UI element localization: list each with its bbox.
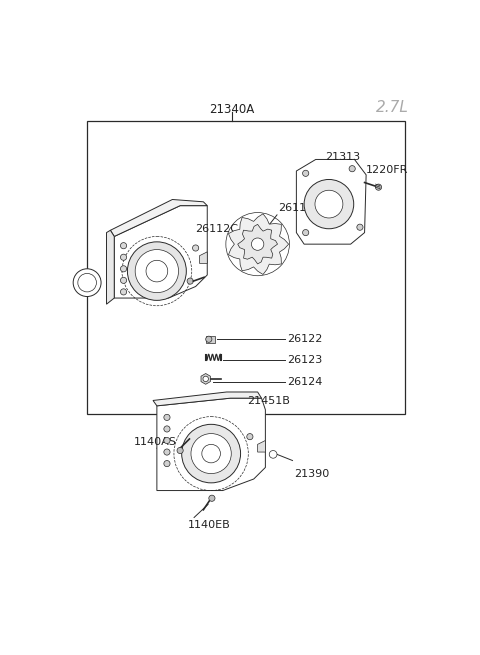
Circle shape (349, 166, 355, 172)
Circle shape (78, 273, 96, 292)
Polygon shape (200, 252, 207, 263)
Polygon shape (114, 206, 207, 298)
Text: 1220FR: 1220FR (366, 165, 408, 175)
Circle shape (315, 190, 343, 218)
Circle shape (304, 179, 354, 229)
Circle shape (120, 254, 127, 260)
Circle shape (269, 451, 277, 458)
Circle shape (127, 242, 186, 301)
Text: 21313: 21313 (325, 152, 360, 162)
Circle shape (203, 376, 208, 382)
Circle shape (164, 415, 170, 421)
Circle shape (302, 229, 309, 236)
Text: 2.7L: 2.7L (376, 100, 409, 115)
Text: 26124: 26124 (287, 377, 323, 387)
Circle shape (181, 424, 240, 483)
Circle shape (191, 434, 231, 474)
Bar (206, 336, 215, 343)
Circle shape (164, 438, 170, 443)
Circle shape (120, 277, 127, 284)
Circle shape (177, 447, 183, 454)
Circle shape (375, 184, 382, 190)
Polygon shape (157, 398, 265, 491)
Polygon shape (238, 225, 277, 264)
Circle shape (192, 245, 199, 251)
Text: 26122: 26122 (287, 334, 323, 344)
Text: 1140EB: 1140EB (188, 520, 230, 530)
Polygon shape (258, 441, 265, 452)
Circle shape (357, 224, 363, 231)
Circle shape (247, 434, 253, 440)
Text: 1140AS: 1140AS (133, 437, 177, 447)
Circle shape (120, 289, 127, 295)
Text: 26123: 26123 (287, 356, 323, 365)
Circle shape (120, 242, 127, 249)
Polygon shape (228, 214, 288, 274)
Circle shape (146, 260, 168, 282)
Circle shape (206, 336, 212, 343)
Polygon shape (153, 392, 262, 406)
Polygon shape (110, 200, 207, 236)
Text: 26113C: 26113C (278, 203, 322, 214)
Circle shape (164, 460, 170, 466)
Circle shape (252, 238, 264, 250)
Circle shape (164, 426, 170, 432)
Text: 21390: 21390 (294, 468, 329, 479)
Bar (87, 121, 405, 413)
Text: 21451B: 21451B (248, 396, 290, 406)
Text: 26112C: 26112C (196, 224, 239, 234)
Circle shape (202, 444, 220, 463)
Circle shape (187, 278, 193, 284)
Circle shape (120, 266, 127, 272)
Circle shape (73, 269, 101, 297)
Text: 21340A: 21340A (209, 103, 255, 116)
Circle shape (164, 449, 170, 455)
Circle shape (135, 250, 179, 293)
Polygon shape (107, 231, 114, 304)
Polygon shape (201, 373, 210, 384)
Circle shape (302, 170, 309, 176)
Circle shape (209, 495, 215, 501)
Polygon shape (296, 159, 366, 244)
